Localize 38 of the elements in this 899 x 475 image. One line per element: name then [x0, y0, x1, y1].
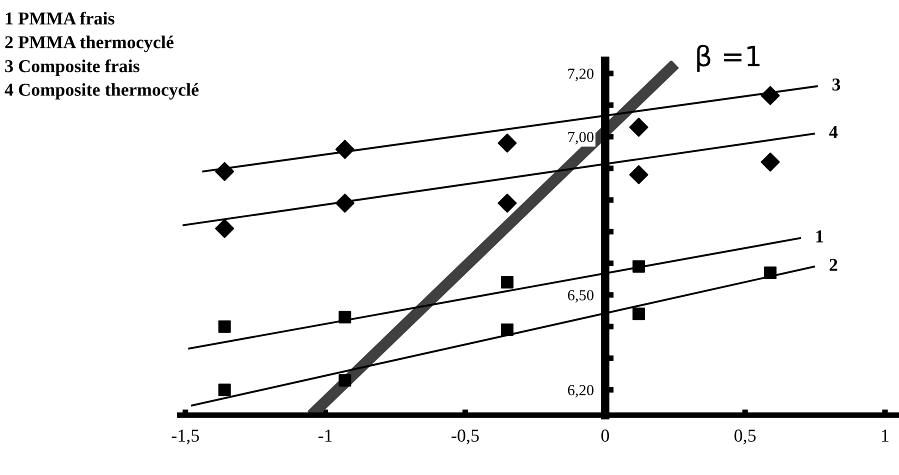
point — [335, 194, 354, 213]
text: 3 Composite frais — [5, 59, 140, 76]
annotation: β =1 — [697, 44, 760, 72]
point — [632, 308, 645, 320]
text: 2 PMMA thermocyclé — [5, 36, 174, 52]
x-tick-label: 1 — [882, 430, 888, 442]
series-label: 3 — [832, 78, 840, 91]
point — [338, 374, 352, 387]
point — [218, 320, 231, 333]
y-tick-label: 7,00 — [568, 132, 594, 144]
series-label: 4 — [829, 126, 838, 138]
point — [215, 218, 234, 238]
point — [498, 134, 517, 153]
point — [760, 152, 780, 172]
point — [215, 162, 234, 182]
y-tick-label: 7,20 — [568, 68, 594, 82]
point — [629, 118, 648, 137]
y-tick-label: 6,50 — [568, 290, 594, 303]
series-label: 1 — [816, 230, 824, 242]
point — [335, 140, 354, 159]
x-tick-label: 0 — [601, 430, 609, 442]
point — [338, 310, 352, 324]
point — [764, 266, 777, 280]
x-tick-label: -1,5 — [172, 430, 199, 444]
point — [632, 260, 645, 273]
point — [500, 276, 514, 289]
annotation: 4 Composite thermocyclé — [4, 83, 199, 100]
point — [760, 86, 780, 106]
point — [629, 165, 648, 184]
series-label: 2 — [830, 258, 838, 271]
point — [498, 194, 517, 213]
point — [218, 384, 231, 396]
x-tick-label: -0,5 — [452, 430, 479, 444]
point — [500, 323, 514, 336]
y-tick-label: 6,20 — [568, 384, 594, 398]
text: 1 PMMA frais — [6, 12, 114, 25]
x-tick-label: 0,5 — [734, 430, 756, 444]
x-tick-label: -1 — [318, 430, 332, 442]
